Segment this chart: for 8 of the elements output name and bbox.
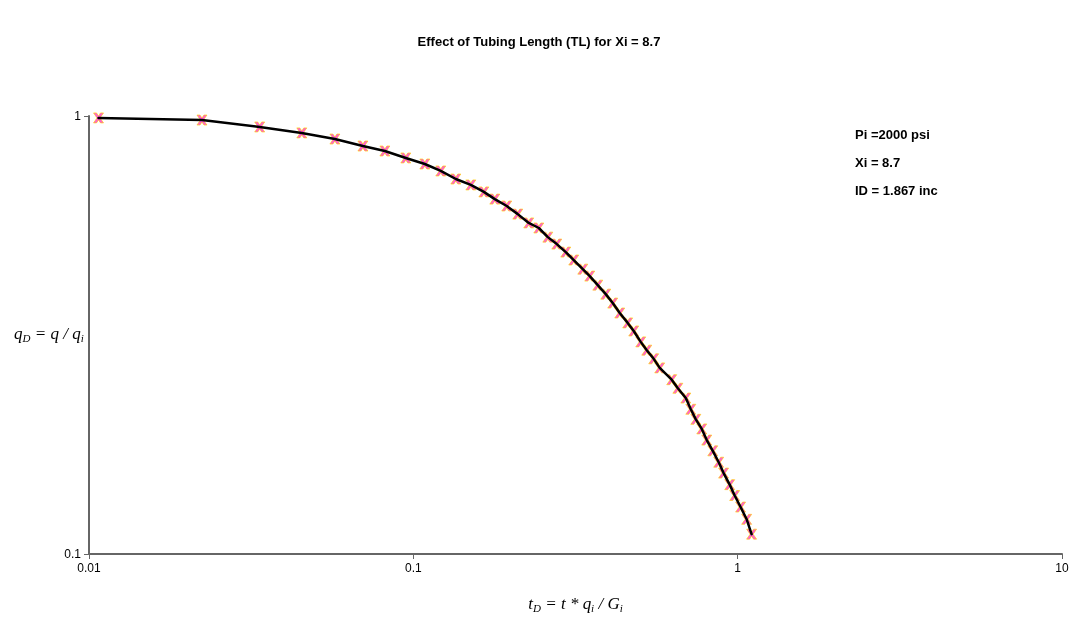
x-tick-label: 1 xyxy=(734,561,742,575)
x-tick-label: 0.01 xyxy=(77,561,101,575)
x-tick-label: 0.1 xyxy=(404,561,422,575)
annotation: Pi =2000 psi xyxy=(855,127,930,142)
x-tick-label: 10 xyxy=(1055,561,1069,575)
chart-title: Effect of Tubing Length (TL) for Xi = 8.7 xyxy=(417,34,661,49)
annotation: Xi = 8.7 xyxy=(855,155,901,170)
annotation: ID = 1.867 inc xyxy=(855,183,938,198)
